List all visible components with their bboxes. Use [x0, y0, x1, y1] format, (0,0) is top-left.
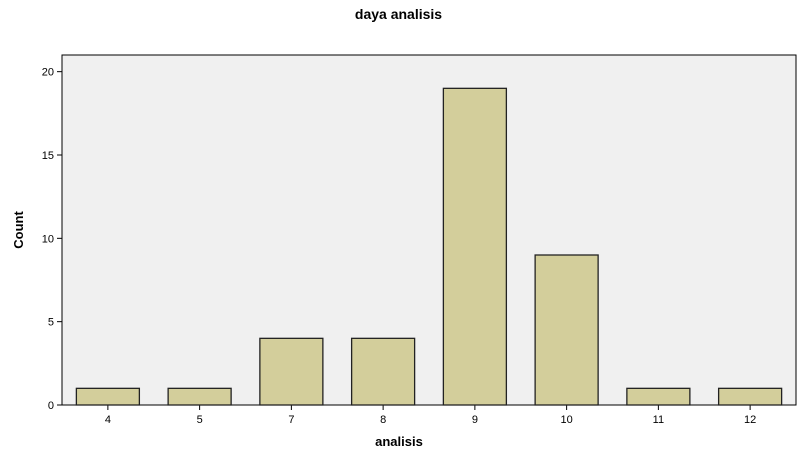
bars [75, 87, 783, 406]
x-tick-label: 4 [105, 414, 111, 426]
bar-4 [75, 387, 141, 406]
y-tick-label: 5 [48, 317, 54, 329]
y-axis-title: Count [11, 211, 26, 249]
y-axis: 0 5 10 15 20 [42, 67, 62, 412]
bar-5 [167, 387, 232, 406]
bar-10 [534, 254, 599, 406]
x-tick-label: 11 [653, 414, 664, 426]
x-tick-label: 9 [472, 414, 478, 426]
y-tick-label: 15 [42, 150, 54, 162]
x-tick-label: 5 [197, 414, 203, 426]
x-tick-label: 8 [380, 414, 386, 426]
x-tick-label: 7 [288, 414, 294, 426]
bar-8 [350, 337, 416, 406]
x-tick-label: 10 [561, 414, 573, 426]
x-tick-label: 12 [744, 414, 756, 426]
x-axis-title: analisis [375, 434, 423, 449]
y-tick-label: 20 [42, 67, 54, 79]
bar-11 [626, 387, 691, 406]
bar-9 [442, 87, 508, 406]
y-tick-label: 0 [48, 400, 54, 412]
chart-title: daya analisis [354, 6, 443, 22]
bar-7 [259, 337, 324, 406]
plot-area [61, 54, 797, 406]
y-tick-label: 10 [42, 233, 54, 245]
x-axis: 4 5 7 8 9 10 11 12 [105, 405, 756, 426]
bar-12 [717, 387, 783, 406]
